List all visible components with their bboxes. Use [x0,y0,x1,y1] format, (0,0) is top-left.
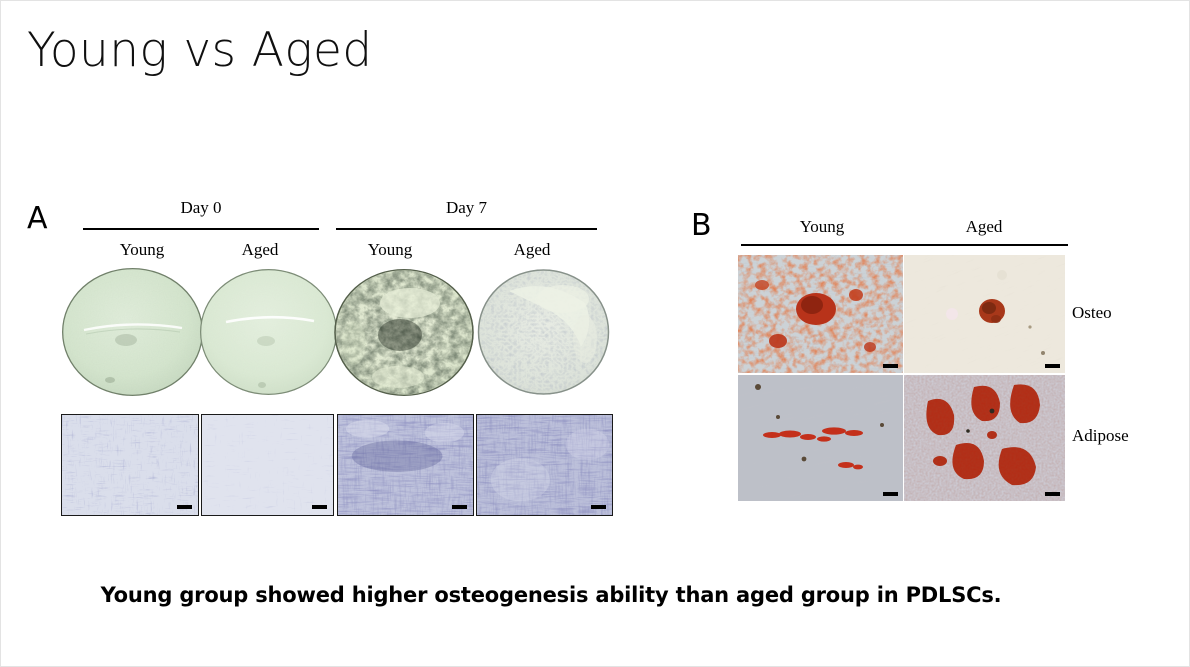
scale-bar [177,505,192,509]
panel-a-group-0-timepoint: Day 0 [180,198,222,217]
panel-b-col-1-label: Aged [965,217,1003,236]
dish-day7-aged [477,269,610,395]
micrograph-adipose-young [738,375,903,501]
panel-b-row-0-label: Osteo [1072,303,1112,322]
scale-bar [1045,364,1060,368]
scale-bar [452,505,467,509]
slide-caption: Young group showed higher osteogenesis a… [100,583,1002,607]
scale-bar [883,364,898,368]
panel-b-row-1-label: Adipose [1072,426,1129,445]
dish-day7-young [334,269,474,396]
panel-a-group-0-rule [83,228,319,230]
micrograph-day0-aged [201,414,334,516]
page-title: Young vs Aged [27,23,373,78]
dish-day0-aged [200,269,337,395]
scale-bar [312,505,327,509]
micrograph-day7-young [337,414,474,516]
micrograph-day0-young [61,414,199,516]
micrograph-adipose-aged [904,375,1065,501]
panel-a-group-1-rule [336,228,597,230]
panel-a-group-1-col-0-label: Young [367,240,413,259]
scale-bar [591,505,606,509]
panel-a-label: A [27,201,48,236]
scale-bar [883,492,898,496]
scale-bar [1045,492,1060,496]
panel-a-group-1-timepoint: Day 7 [445,198,488,217]
panel-a-group-0-col-1-label: Aged [241,240,279,259]
panel-a-group-1-col-1-label: Aged [513,240,551,259]
micrograph-osteo-aged [904,255,1065,373]
micrograph-day7-aged [476,414,613,516]
micrograph-osteo-young [738,255,903,373]
panel-b-col-0-label: Young [799,217,845,236]
dish-day0-young [62,268,203,396]
panel-a-group-0-col-0-label: Young [119,240,165,259]
panel-b-rule [741,244,1068,246]
panel-b-label: B [691,208,712,243]
